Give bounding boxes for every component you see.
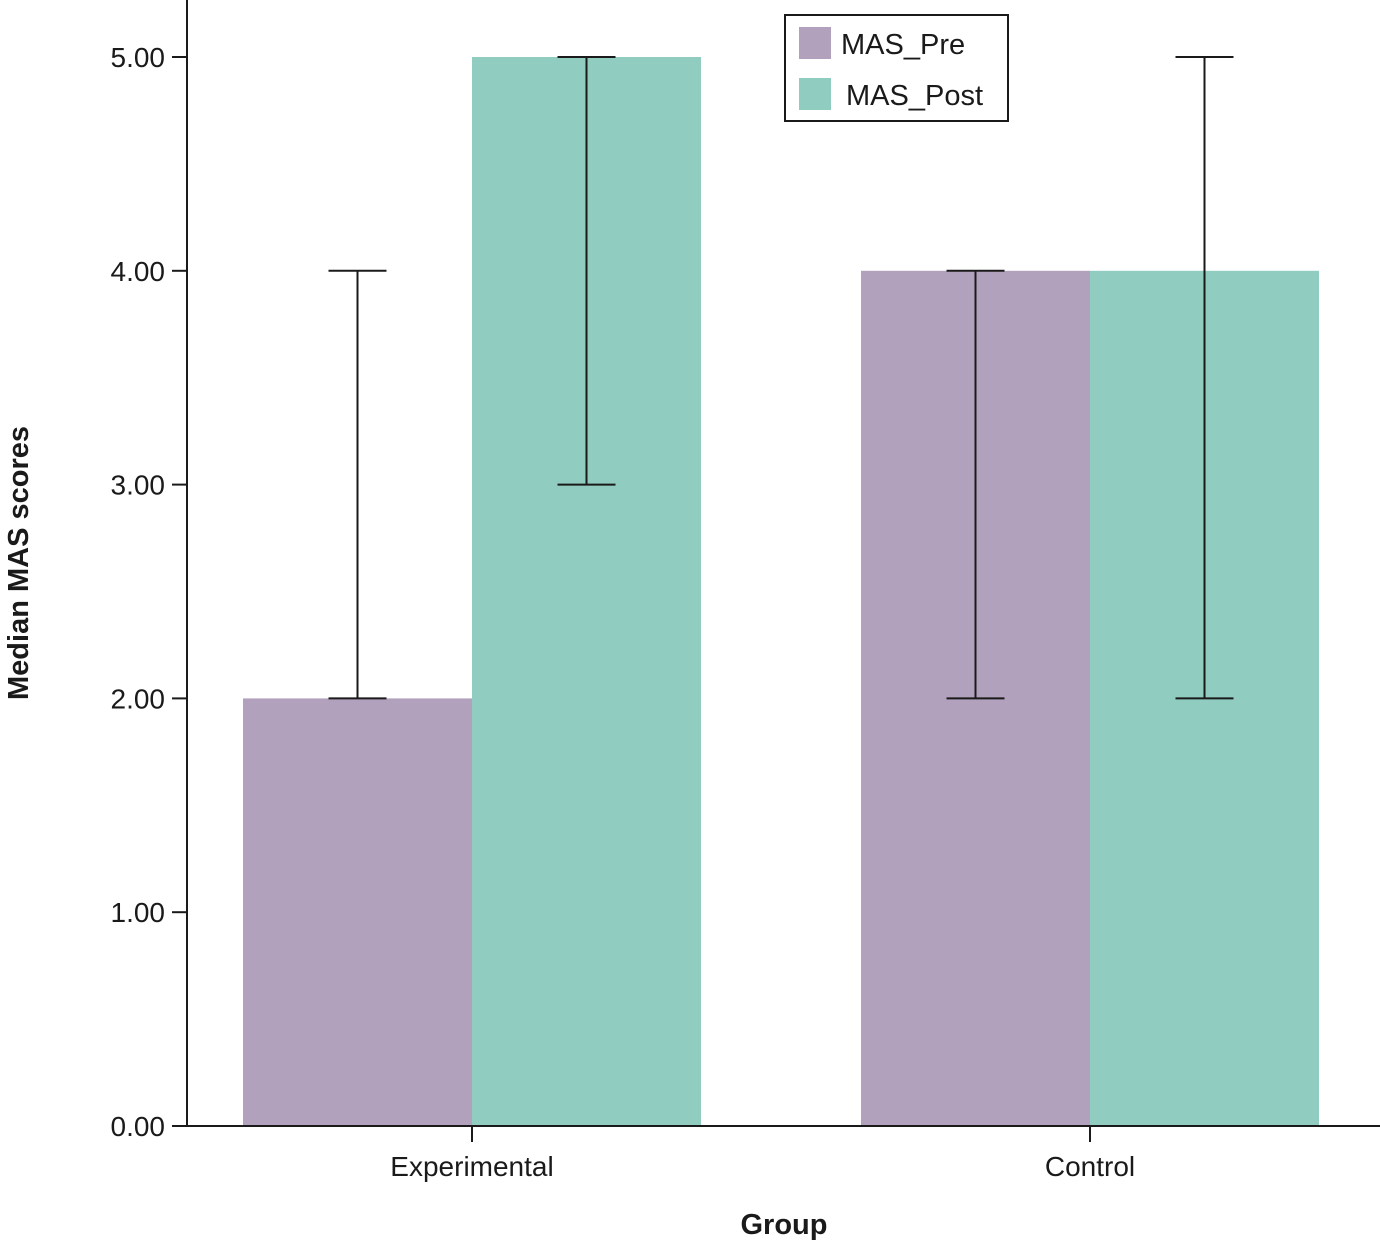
x-axis-title: Group [741,1209,828,1241]
bars-layer [243,57,1319,1126]
x-tick-label: Experimental [390,1151,553,1182]
bar-MAS_Pre-Experimental [243,698,472,1126]
y-tick-label: 5.00 [111,42,166,73]
error-bars-layer [328,56,1234,700]
y-axis-title: Median MAS scores [3,426,35,700]
legend-label-MAS_Post: MAS_Post [846,80,983,112]
legend-label-MAS_Pre: MAS_Pre [841,29,965,61]
axes [186,0,1380,1127]
legend: MAS_Pre MAS_Post [784,14,1009,122]
y-tick-label: 0.00 [111,1111,166,1142]
y-tick-label: 4.00 [111,256,166,287]
x-tick-label: Control [1045,1151,1135,1182]
legend-swatch-MAS_Post [799,78,831,110]
y-tick-label: 2.00 [111,683,166,714]
x-ticks: Experimental Control [390,1126,1135,1182]
y-ticks: 0.00 1.00 2.00 3.00 4.00 5.00 [111,42,187,1142]
legend-swatch-MAS_Pre [799,27,831,59]
y-tick-label: 3.00 [111,470,166,501]
y-tick-label: 1.00 [111,897,166,928]
